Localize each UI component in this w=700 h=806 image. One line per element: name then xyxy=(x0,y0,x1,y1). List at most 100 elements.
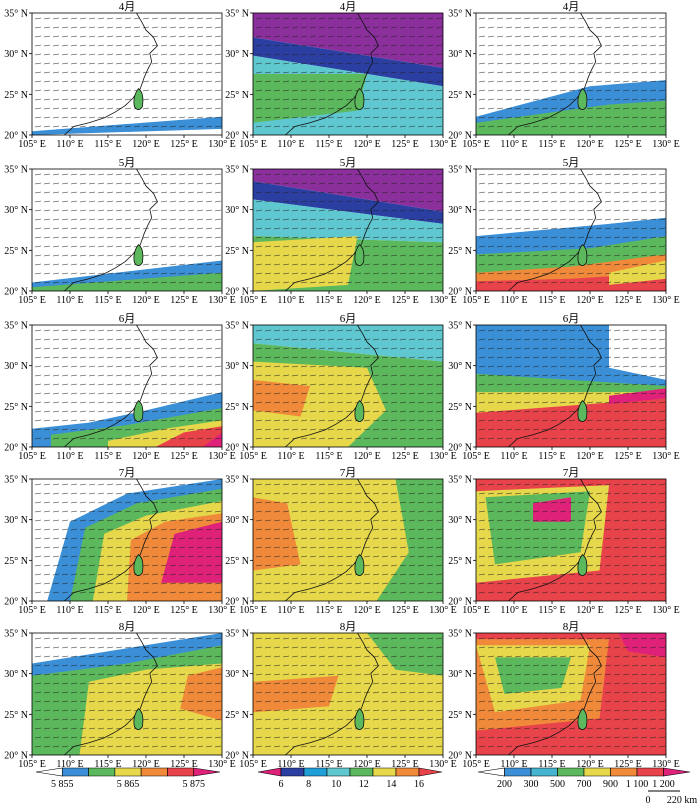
wind-arrow xyxy=(550,35,558,38)
wind-arrow xyxy=(354,227,362,230)
wind-arrow xyxy=(196,191,204,194)
wind-arrow xyxy=(435,281,443,284)
wind-arrow xyxy=(178,365,186,368)
wind-arrow xyxy=(79,383,87,386)
wind-arrow xyxy=(435,200,443,203)
wind-arrow xyxy=(435,637,443,640)
wind-arrow xyxy=(70,173,78,176)
wind-arrow xyxy=(160,236,168,239)
wind-arrow xyxy=(381,272,389,275)
wind-arrow xyxy=(514,80,522,83)
wind-arrow xyxy=(196,107,204,110)
wind-arrow xyxy=(640,664,648,667)
lon-tick-label: 125° E xyxy=(614,139,642,150)
wind-arrow xyxy=(34,254,42,257)
wind-arrow xyxy=(52,80,60,83)
wind-arrow xyxy=(273,53,281,56)
wind-arrow xyxy=(496,437,504,440)
wind-arrow xyxy=(631,401,639,404)
wind-arrow xyxy=(124,437,132,440)
wind-arrow xyxy=(541,17,549,20)
wind-arrow xyxy=(496,591,504,594)
wind-arrow xyxy=(372,80,380,83)
wind-arrow xyxy=(187,537,195,540)
wind-arrow xyxy=(496,655,504,658)
wind-arrow xyxy=(61,62,69,65)
wind-arrow xyxy=(160,555,168,558)
wind-arrow xyxy=(435,555,443,558)
wind-arrow xyxy=(151,709,159,712)
lat-tick-label: 30° N xyxy=(225,669,249,680)
wind-arrow xyxy=(550,200,558,203)
wind-arrow xyxy=(327,437,335,440)
wind-arrow xyxy=(70,356,78,359)
wind-arrow xyxy=(178,329,186,332)
wind-arrow xyxy=(417,62,425,65)
wind-arrow xyxy=(408,537,416,540)
wind-arrow xyxy=(264,745,272,748)
map-area xyxy=(476,13,666,135)
wind-arrow xyxy=(631,383,639,386)
wind-arrow xyxy=(426,116,434,119)
wind-arrow xyxy=(255,98,263,101)
wind-arrow xyxy=(496,410,504,413)
wind-arrow xyxy=(435,492,443,495)
wind-arrow xyxy=(178,26,186,29)
wind-arrow xyxy=(514,53,522,56)
lon-tick-label: 125° E xyxy=(391,295,419,306)
wind-arrow xyxy=(318,492,326,495)
wind-arrow xyxy=(151,218,159,221)
wind-arrow xyxy=(309,245,317,248)
wind-arrow xyxy=(291,71,299,74)
wind-arrow xyxy=(169,492,177,495)
wind-arrow xyxy=(255,44,263,47)
wind-arrow xyxy=(151,338,159,341)
wind-arrow xyxy=(559,53,567,56)
wind-arrow xyxy=(568,236,576,239)
wind-arrow xyxy=(178,227,186,230)
wind-arrow xyxy=(196,736,204,739)
lon-tick-label: 105° E xyxy=(18,295,46,306)
wind-arrow xyxy=(390,365,398,368)
wind-arrow xyxy=(604,17,612,20)
wind-arrow xyxy=(282,80,290,83)
wind-arrow xyxy=(505,673,513,676)
wind-arrow xyxy=(309,745,317,748)
wind-arrow xyxy=(478,528,486,531)
wind-arrow xyxy=(478,501,486,504)
wind-arrow xyxy=(532,528,540,531)
wind-arrow xyxy=(604,347,612,350)
wind-arrow xyxy=(282,107,290,110)
wind-arrow xyxy=(255,528,263,531)
wind-arrow xyxy=(264,428,272,431)
wind-arrow xyxy=(124,191,132,194)
wind-arrow xyxy=(363,53,371,56)
wind-arrow xyxy=(487,501,495,504)
wind-arrow xyxy=(214,582,222,585)
wind-arrow xyxy=(34,664,42,667)
wind-arrow xyxy=(631,356,639,359)
wind-arrow xyxy=(187,107,195,110)
wind-arrow xyxy=(478,26,486,29)
wind-arrow xyxy=(345,419,353,422)
wind-arrow xyxy=(487,356,495,359)
wind-arrow xyxy=(559,555,567,558)
wind-arrow xyxy=(88,173,96,176)
wind-arrow xyxy=(399,89,407,92)
wind-arrow xyxy=(336,528,344,531)
wind-arrow xyxy=(34,173,42,176)
wind-arrow xyxy=(79,664,87,667)
wind-arrow xyxy=(426,107,434,110)
wind-arrow xyxy=(541,700,549,703)
wind-arrow xyxy=(124,501,132,504)
lon-tick-label: 130° E xyxy=(208,139,236,150)
wind-arrow xyxy=(550,26,558,29)
wind-arrow xyxy=(568,428,576,431)
wind-arrow xyxy=(142,519,150,522)
wind-arrow xyxy=(649,53,657,56)
wind-arrow xyxy=(532,272,540,275)
wind-arrow xyxy=(514,35,522,38)
wind-arrow xyxy=(61,700,69,703)
wind-arrow xyxy=(160,35,168,38)
wind-arrow xyxy=(541,227,549,230)
